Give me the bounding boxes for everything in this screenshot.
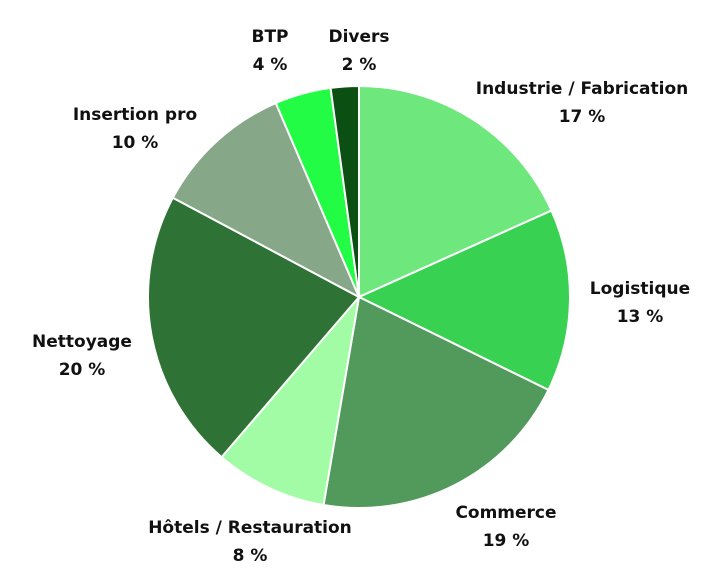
slice-value-label-3: 8 % — [233, 546, 268, 566]
pie-slice-1 — [356, 209, 571, 392]
slice-value-label-7: 2 % — [342, 55, 377, 75]
pie-slice-2 — [322, 295, 550, 510]
slice-label-3: Hôtels / Restauration — [148, 518, 352, 538]
pie-slice-5 — [171, 101, 362, 300]
slice-value-label-6: 4 % — [253, 55, 288, 75]
slice-label-2: Commerce — [455, 503, 556, 523]
slice-label-0: Industrie / Fabrication — [476, 79, 688, 99]
pie-slice-0 — [358, 84, 553, 299]
pie-slice-4 — [147, 196, 361, 459]
slice-value-label-0: 17 % — [559, 107, 606, 127]
pie-slices — [147, 84, 571, 510]
slice-label-5: Insertion pro — [73, 105, 197, 125]
pie-slice-7 — [329, 84, 360, 298]
pie-labels: Industrie / Fabrication 17 % Logistique 13 … — [32, 27, 690, 566]
slice-label-1: Logistique — [590, 279, 690, 299]
slice-label-7: Divers — [328, 27, 389, 47]
slice-value-label-1: 13 % — [617, 307, 664, 327]
pie-slice-3 — [220, 293, 361, 507]
slice-value-label-2: 19 % — [483, 531, 530, 551]
slice-value-label-5: 10 % — [112, 133, 159, 153]
slice-value-label-4: 20 % — [59, 360, 106, 380]
slice-label-4: Nettoyage — [32, 332, 132, 352]
slice-label-6: BTP — [251, 27, 288, 47]
